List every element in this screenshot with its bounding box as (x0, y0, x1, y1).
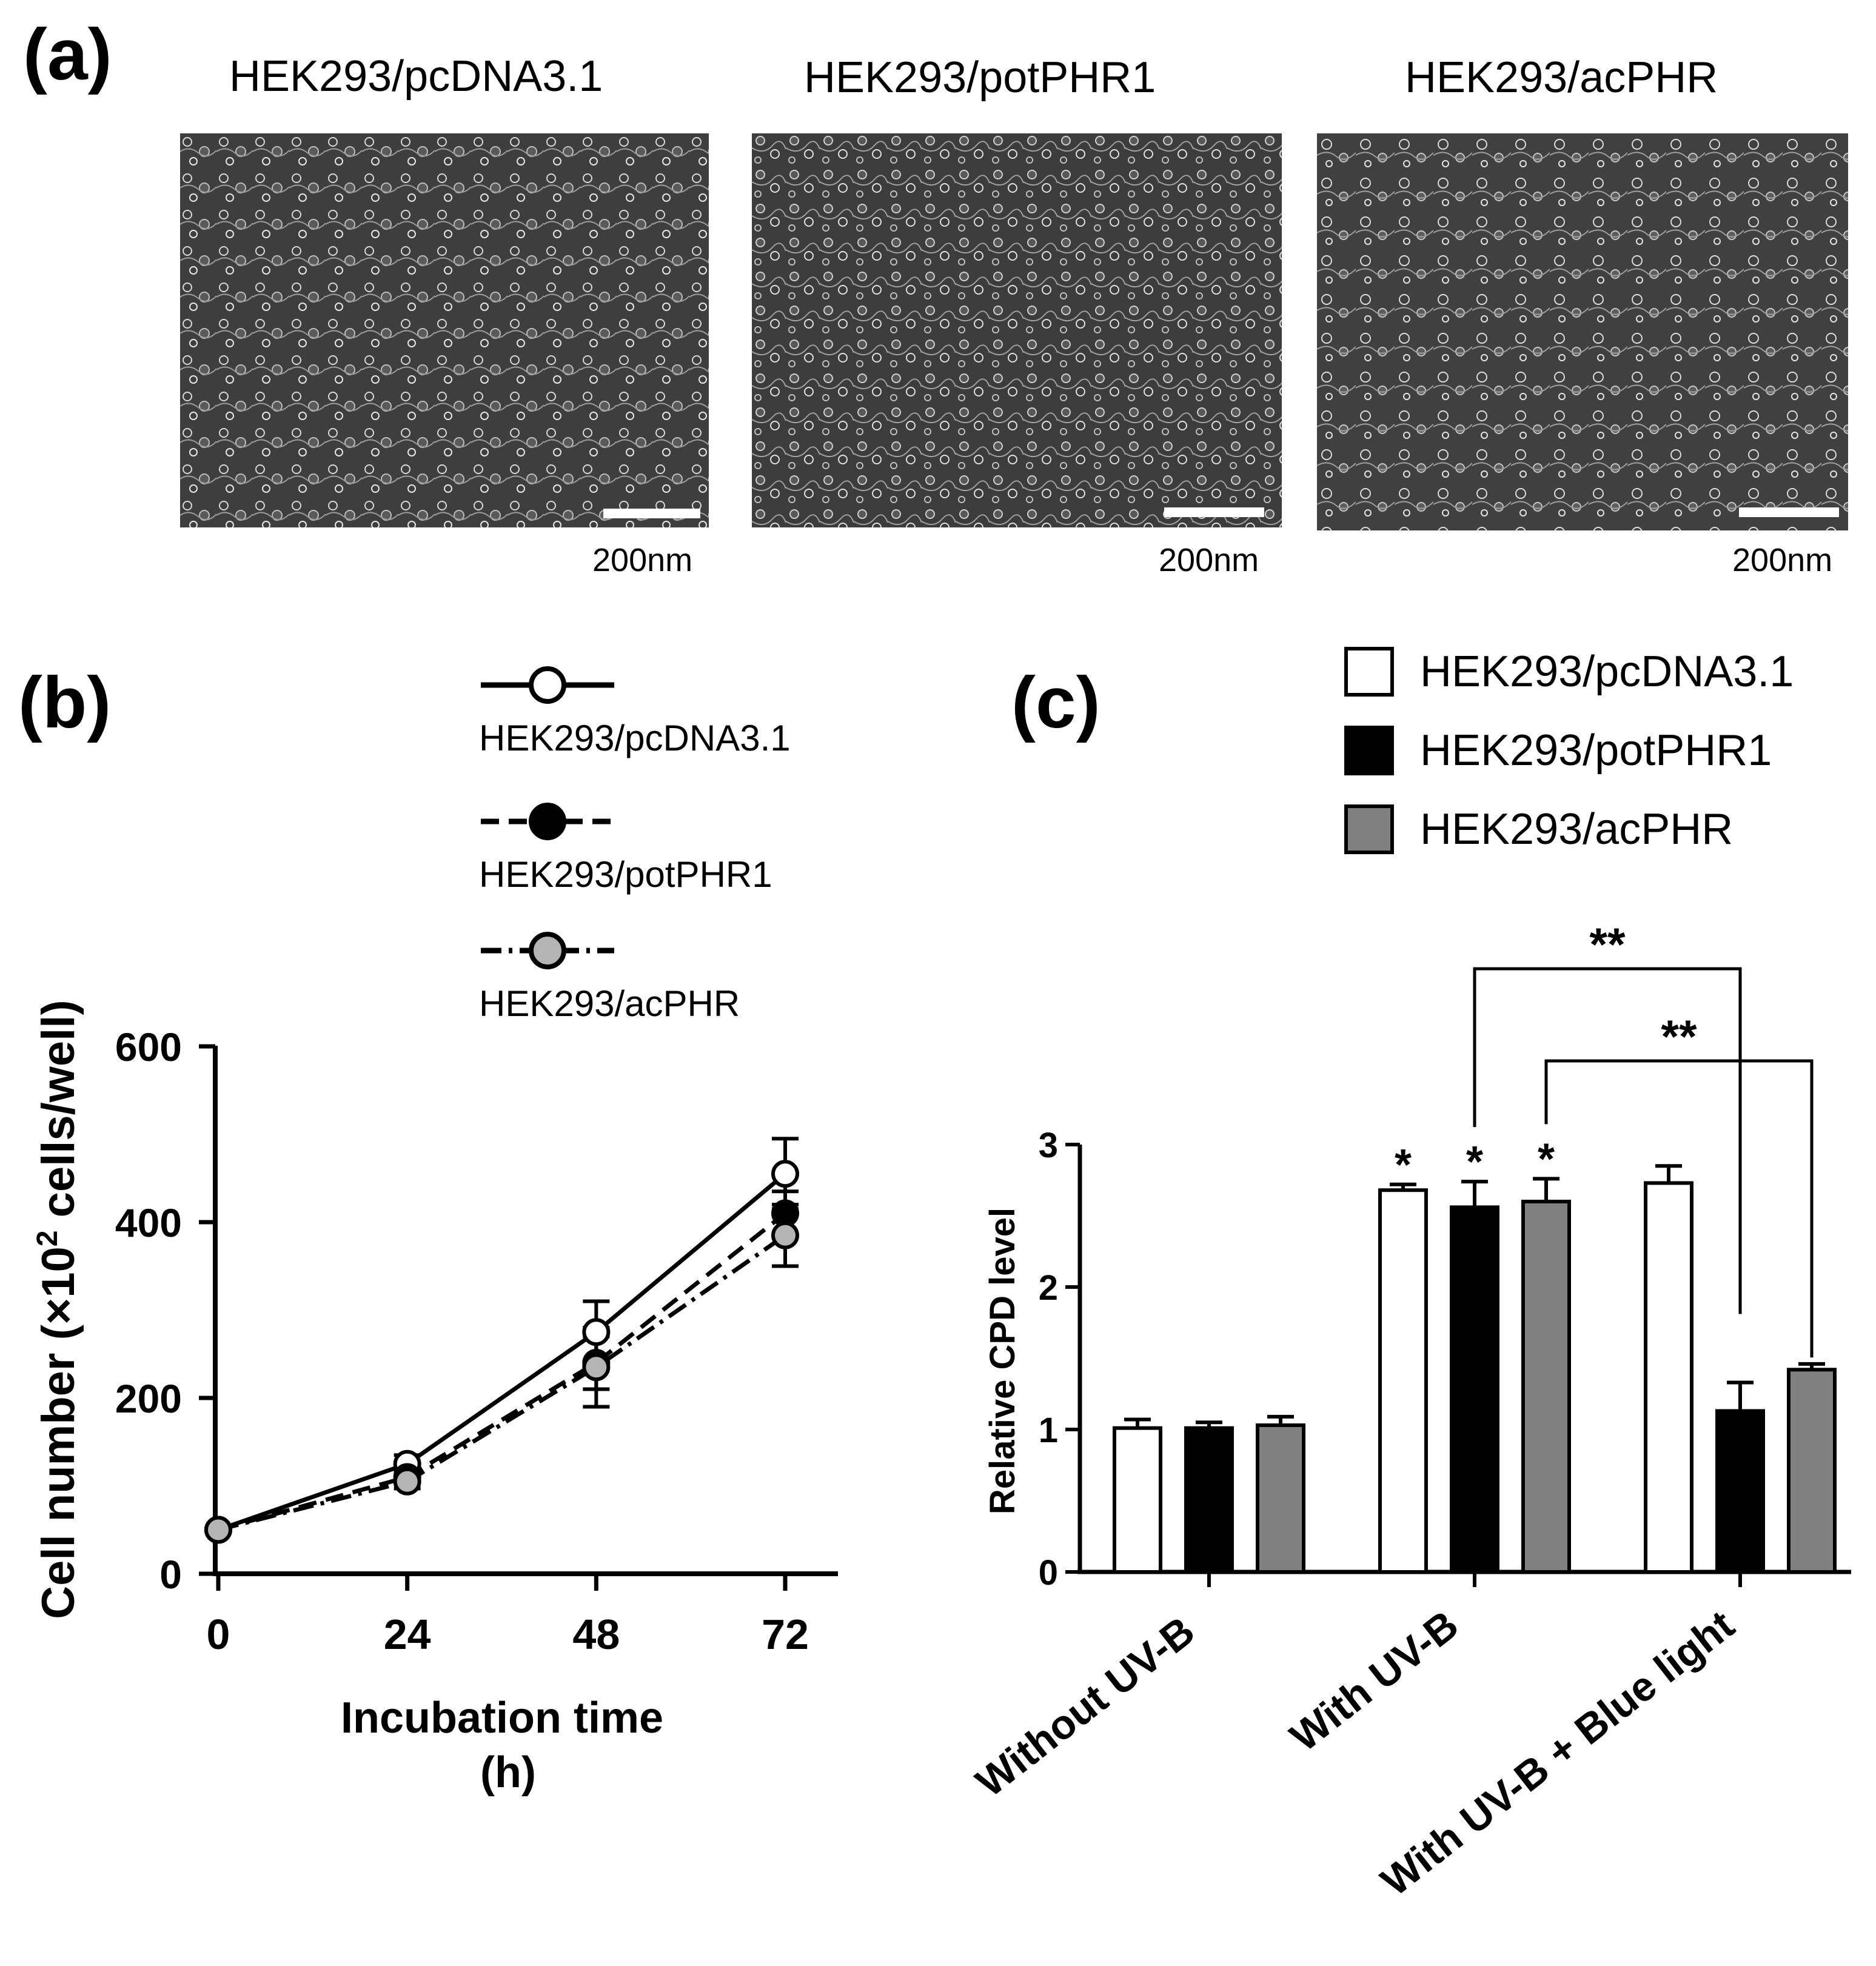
line-chart-y-label: Cell number (×102 cells/well) (32, 1000, 84, 1619)
bar (1113, 1426, 1162, 1574)
data-point (771, 1160, 799, 1188)
bar (1184, 1426, 1234, 1574)
significance-star: * (1466, 1138, 1483, 1186)
bar-chart-y-ticks: 0 1 2 3 (1039, 1126, 1080, 1593)
y-tick-label: 400 (115, 1200, 182, 1245)
image-title-potphr1: HEK293/potPHR1 (804, 53, 1156, 102)
scale-bar (603, 509, 700, 518)
bar (1787, 1368, 1837, 1574)
bar (1256, 1423, 1305, 1574)
bar (1450, 1205, 1499, 1574)
significance-label: ** (1589, 919, 1626, 971)
significance-bracket (1473, 967, 1742, 1314)
bar (1521, 1200, 1571, 1574)
panel-c-letter: (c) (1011, 662, 1100, 743)
line-chart-x-ticks: 0 24 48 72 (207, 1574, 809, 1658)
line-chart-axes (213, 1046, 838, 1576)
legend-label: HEK293/acPHR (1420, 805, 1733, 854)
series-line (218, 1233, 787, 1532)
legend-label: HEK293/acPHR (479, 983, 740, 1024)
legend-label: HEK293/pcDNA3.1 (479, 718, 791, 758)
x-tick-label: 48 (572, 1611, 620, 1658)
legend-swatch (1344, 726, 1394, 775)
data-point (771, 1221, 799, 1249)
scale-label-acphr: 200nm (1732, 542, 1833, 578)
line-chart-series (204, 1137, 799, 1544)
significance-star: * (1395, 1141, 1412, 1189)
bar-chart-significance: * * ***** (1395, 919, 1814, 1358)
y-tick-label: 200 (115, 1376, 182, 1421)
micrograph-potphr1 (752, 133, 1282, 527)
bar (1378, 1188, 1428, 1574)
micrograph-pcdna (180, 133, 709, 527)
legend-swatch (1344, 647, 1394, 697)
bar-chart-legend: HEK293/pcDNA3.1 HEK293/potPHR1 HEK293/acPH… (1344, 647, 1794, 854)
legend-marker (529, 803, 566, 840)
panel-b-letter: (b) (18, 662, 111, 743)
y-tick-label: 0 (1039, 1553, 1058, 1593)
line-chart-x-label-line1: Incubation time (341, 1694, 663, 1742)
x-category-label: Without UV-B (968, 1608, 1204, 1806)
data-point (582, 1353, 611, 1382)
scale-label-pcdna: 200nm (592, 542, 693, 578)
legend-label: HEK293/potPHR1 (479, 854, 772, 895)
legend-swatch (1344, 804, 1394, 854)
y-tick-label: 1 (1039, 1411, 1058, 1450)
panel-a-letter: (a) (23, 14, 112, 95)
line-chart-y-ticks: 0 200 400 600 (115, 1025, 215, 1597)
legend-label: HEK293/pcDNA3.1 (1420, 647, 1794, 696)
y-tick-label: 3 (1039, 1126, 1058, 1165)
x-category-label: With UV-B (1282, 1602, 1467, 1760)
image-title-pcdna: HEK293/pcDNA3.1 (229, 52, 603, 101)
scale-bar (1739, 507, 1839, 517)
scale-label-potphr1: 200nm (1159, 542, 1259, 578)
line-chart-legend: HEK293/pcDNA3.1 HEK293/potPHR1 HEK293/acPH… (479, 666, 791, 1024)
significance-bracket (1544, 1059, 1814, 1358)
micrograph-acphr (1317, 133, 1848, 530)
image-title-acphr: HEK293/acPHR (1405, 53, 1718, 102)
significance-label: ** (1661, 1011, 1697, 1063)
bar-chart-y-label: Relative CPD level (983, 1208, 1022, 1514)
bar (1644, 1181, 1693, 1574)
legend-marker (529, 666, 566, 704)
y-tick-label: 2 (1039, 1268, 1058, 1308)
x-tick-label: 24 (384, 1611, 431, 1658)
y-tick-label: 600 (115, 1025, 182, 1069)
scale-bar (1164, 507, 1264, 517)
legend-label: HEK293/potPHR1 (1420, 726, 1772, 775)
bar-chart-bars (1113, 1164, 1837, 1574)
series-line (218, 1211, 787, 1532)
line-chart-x-label-line2: (h) (480, 1748, 536, 1797)
bar (1715, 1409, 1765, 1574)
series-line (217, 1172, 787, 1532)
data-point (393, 1467, 421, 1496)
x-tick-label: 0 (207, 1611, 230, 1658)
significance-star: * (1538, 1135, 1555, 1183)
x-tick-label: 72 (762, 1611, 809, 1658)
y-tick-label: 0 (159, 1552, 182, 1597)
data-point (204, 1516, 232, 1544)
legend-marker (529, 932, 566, 969)
data-point (582, 1318, 611, 1346)
